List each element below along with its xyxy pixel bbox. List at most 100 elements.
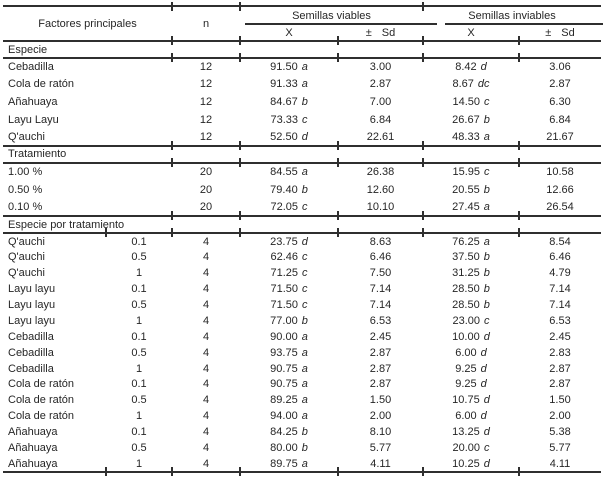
n-cell: 12 xyxy=(199,95,213,108)
table-row: 0.10 % 20 72.05 c 10.10 27.45 a 26.54 xyxy=(3,198,601,220)
significance-letter: a xyxy=(483,200,490,213)
table-row: 0.50 % 20 79.40 b 12.60 20.55 b 12.66 xyxy=(3,181,601,199)
sd-inviable-cell: 2.83 xyxy=(549,346,571,359)
n-cell: 20 xyxy=(199,166,213,179)
mean-viable-cell: 93.75 a xyxy=(240,345,338,361)
table-header: Factores principales n Semillas viables … xyxy=(3,3,603,46)
mean-inviable-cell: 20.00 c xyxy=(423,440,519,456)
sd-viable-cell: 2.87 xyxy=(369,346,392,359)
dose-cell: 1 xyxy=(135,362,143,375)
mean-inviable-value: 28.50 xyxy=(452,282,480,295)
mean-inviable-value: 31.25 xyxy=(452,266,480,279)
n-cell: 4 xyxy=(202,394,210,407)
mean-inviable-value: 13.25 xyxy=(452,426,480,439)
mean-inviable-value: 37.50 xyxy=(452,250,480,263)
significance-letter: a xyxy=(301,61,308,74)
factor-cell: Añahuaya xyxy=(3,456,106,474)
dose-cell: 0.1 xyxy=(131,426,147,439)
mean-viable-value: 71.50 xyxy=(270,282,299,295)
mean-inviable-cell: 6.00 d xyxy=(423,345,519,361)
table-row: Añahuaya 1 4 89.75 a 4.11 10.25 d 4.11 xyxy=(3,456,601,477)
significance-letter: d xyxy=(480,61,487,74)
mean-viable-value: 72.05 xyxy=(270,200,299,213)
mean-viable-cell: 72.05 c xyxy=(239,198,338,220)
table-row: Cebadilla 12 91.50 a 3.00 8.42 d 3.06 xyxy=(3,58,601,76)
n-cell: 4 xyxy=(171,456,240,477)
n-cell: 4 xyxy=(202,250,210,263)
significance-letter: b xyxy=(301,314,308,327)
table-row: Q'auchi 0.5 4 62.46 c 6.46 37.50 b 6.46 xyxy=(3,249,601,265)
table-row: Añahuaya 12 84.67 b 7.00 14.50 c 6.30 xyxy=(3,93,601,111)
dose-cell: 0.5 xyxy=(131,394,147,407)
sd-inviable-cell: 6.30 xyxy=(549,95,571,108)
significance-letter: a xyxy=(301,410,308,423)
mean-viable-cell: 90.75 a xyxy=(240,361,338,377)
sd-viable-cell: 5.77 xyxy=(369,442,392,455)
section-title-filler xyxy=(337,41,423,61)
n-cell: 20 xyxy=(199,183,213,196)
factor-cell: Layu layu xyxy=(8,314,56,327)
section-title-filler xyxy=(518,216,601,237)
factor-cell: Q'auchi xyxy=(3,128,172,147)
mean-inviable-value: 9.25 xyxy=(455,362,477,375)
significance-letter: b xyxy=(483,266,490,279)
n-cell: 4 xyxy=(202,330,210,343)
mean-viable-value: 84.67 xyxy=(270,95,298,108)
factor-cell: Añahuaya xyxy=(8,442,58,455)
section-title: Especie por tratamiento xyxy=(3,216,124,235)
significance-letter: a xyxy=(301,166,308,179)
dose-cell: 0.5 xyxy=(131,442,147,455)
mean-viable-cell: 79.40 b xyxy=(240,181,338,199)
sd-label: Sd xyxy=(381,26,396,39)
mean-viable-cell: 73.33 c xyxy=(240,111,338,129)
factor-cell: Q'auchi xyxy=(8,235,45,248)
sd-inviable-cell: 6.84 xyxy=(549,113,571,126)
mean-inviable-value: 23.00 xyxy=(452,314,481,327)
mean-inviable-cell: 10.00 d xyxy=(423,329,519,345)
table-section: Tratamiento 1.00 % 20 84.55 a 26.38 15.95 c 10.5… xyxy=(3,145,601,220)
mean-inviable-cell: 20.55 b xyxy=(423,181,519,199)
mean-viable-value: 62.46 xyxy=(270,250,299,263)
mean-viable-value: 71.50 xyxy=(270,298,299,311)
significance-letter: c xyxy=(484,314,490,327)
factor-cell: 0.10 % xyxy=(3,198,172,218)
factor-cell: Cebadilla xyxy=(8,330,54,343)
sd-viable-cell: 2.87 xyxy=(369,78,392,91)
dose-cell: 1 xyxy=(105,456,172,477)
significance-letter: d xyxy=(483,457,490,470)
factor-cell: Layu layu xyxy=(8,298,56,311)
significance-letter: a xyxy=(483,130,490,143)
significance-letter: d xyxy=(480,362,487,375)
section-title-filler xyxy=(422,41,519,61)
significance-letter: c xyxy=(302,298,308,311)
n-cell: 4 xyxy=(202,346,210,359)
dose-cell: 0.1 xyxy=(131,378,147,391)
mean-viable-cell: 84.55 a xyxy=(240,163,338,181)
significance-letter: a xyxy=(301,457,308,470)
section-title-filler xyxy=(422,145,519,166)
sd-viable-cell: 6.84 xyxy=(369,113,392,126)
table-row: Layu layu 0.5 4 71.50 c 7.14 28.50 b 7.14 xyxy=(3,297,601,313)
sd-viable-cell: 2.87 xyxy=(369,378,392,391)
mean-viable-cell: 80.00 b xyxy=(240,440,338,456)
mean-viable-cell: 89.75 a xyxy=(239,456,338,477)
significance-letter: b xyxy=(483,183,490,196)
mean-viable-cell: 71.50 c xyxy=(240,297,338,313)
significance-letter: a xyxy=(301,330,308,343)
section-title-row: Especie por tratamiento xyxy=(3,216,601,237)
mean-inviable-cell: 9.25 d xyxy=(423,361,519,377)
sd-viable-cell: 7.00 xyxy=(369,95,392,108)
header-n: n xyxy=(171,3,240,46)
sd-viable-cell: 10.10 xyxy=(337,198,423,220)
mean-inviable-cell: 6.00 d xyxy=(423,408,519,424)
n-cell: 12 xyxy=(199,78,213,91)
factor-cell: Q'auchi xyxy=(8,250,45,263)
sd-inviable-cell: 12.66 xyxy=(546,183,574,196)
n-cell: 4 xyxy=(202,410,210,423)
header-factors: Factores principales xyxy=(3,5,172,42)
sd-viable-cell: 1.50 xyxy=(369,394,392,407)
mean-viable-cell: 52.50 d xyxy=(239,128,338,150)
mean-inviable-value: 76.25 xyxy=(452,235,480,248)
significance-letter: b xyxy=(301,442,308,455)
significance-letter: a xyxy=(301,78,308,91)
